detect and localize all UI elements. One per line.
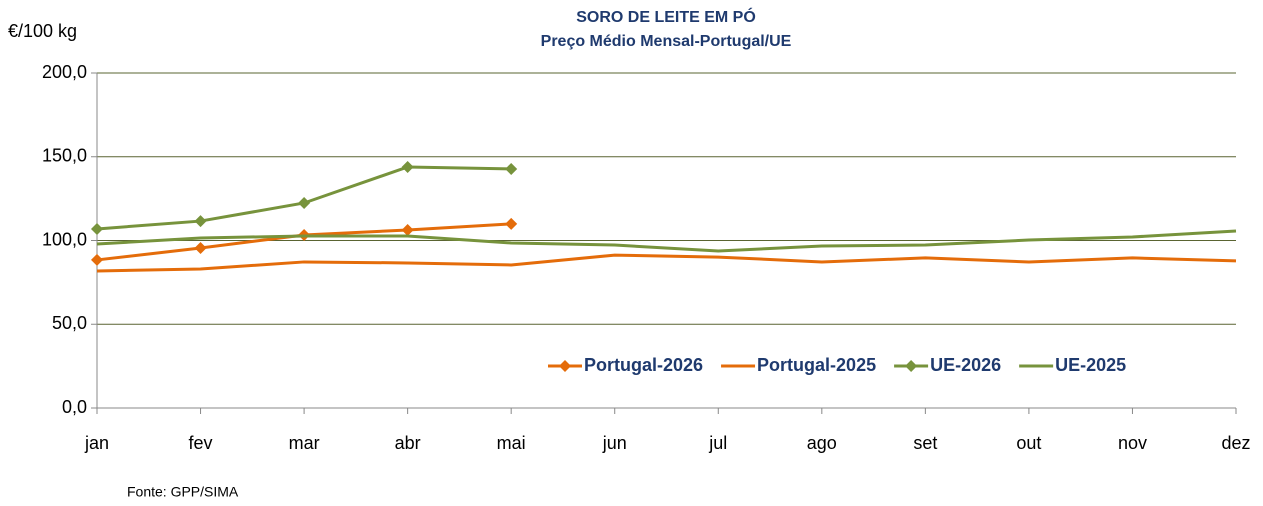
x-tick-label: mar [289,433,320,453]
marker [194,242,207,255]
marker [91,253,103,266]
marker [505,162,518,175]
y-tick-label: 150,0 [42,146,87,166]
legend-label: Portugal-2026 [584,355,703,375]
legend-label: Portugal-2025 [757,355,876,375]
x-tick-label: mai [497,433,526,453]
legend-marker [905,360,918,372]
x-tick-label: out [1016,433,1041,453]
series-line [96,253,1237,273]
legend-label: UE-2026 [930,355,1001,375]
legend-label: UE-2025 [1055,355,1126,375]
y-tick-label: 0,0 [62,397,87,417]
y-axis-label: €/100 kg [8,21,77,41]
x-tick-label: set [913,433,937,453]
x-tick-label: jan [84,433,109,453]
marker [91,222,103,235]
marker [194,215,207,228]
marker [298,196,311,209]
marker [401,160,414,173]
x-tick-label: fev [189,433,213,453]
chart-title: SORO DE LEITE EM PÓ [576,7,756,26]
chart-subtitle: Preço Médio Mensal-Portugal/UE [541,33,792,50]
marker [401,223,414,236]
x-tick-label: ago [807,433,837,453]
x-tick-label: abr [395,433,421,453]
source: Fonte: GPP/SIMA [127,484,239,500]
x-tick-label: jul [708,433,727,453]
series-line [96,229,1237,253]
x-tick-label: dez [1221,433,1250,453]
marker [505,217,518,230]
legend-marker [559,360,571,372]
x-tick-label: jun [602,433,627,453]
y-tick-label: 100,0 [42,229,87,249]
x-tick-label: nov [1118,433,1147,453]
y-tick-label: 200,0 [42,62,87,82]
y-tick-label: 50,0 [52,313,87,333]
